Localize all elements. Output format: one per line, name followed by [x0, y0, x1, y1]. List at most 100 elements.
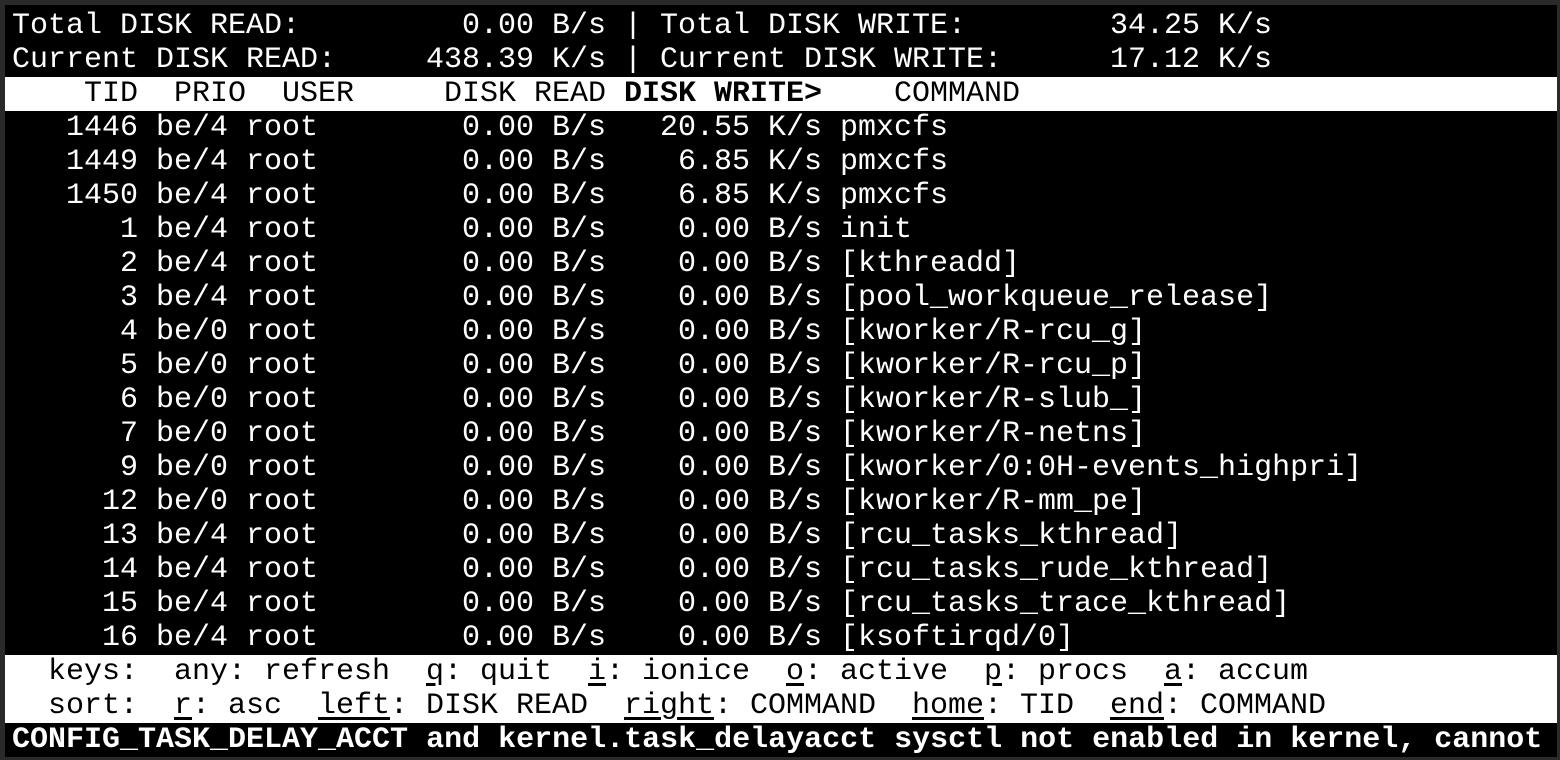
cell-tid: 13	[102, 519, 139, 553]
col-user[interactable]: USER	[282, 77, 355, 111]
column-header: TID PRIO USER DISK READ DISK WRITE> COMM…	[5, 77, 1557, 111]
cell-prio: be/0	[156, 485, 229, 519]
table-row[interactable]: 5 be/0 root 0.00 B/s 0.00 B/s [kworker/R-rcu_…	[5, 349, 1557, 383]
cell-disk-write: 0.00 B/s	[678, 451, 823, 485]
colon: :	[390, 689, 409, 723]
cell-user: root	[246, 519, 319, 553]
cell-command: [kworker/R-mm_pe]	[840, 485, 1147, 519]
table-row[interactable]: 6 be/0 root 0.00 B/s 0.00 B/s [kworker/R-slub…	[5, 383, 1557, 417]
status-line: CONFIG_TASK_DELAY_ACCT and kernel.task_d…	[5, 723, 1557, 757]
key-o[interactable]: o	[786, 655, 805, 689]
summary-total: Total DISK READ: 0.00 B/s | Total DISK W…	[5, 9, 1557, 43]
help-label: sort:	[48, 689, 139, 723]
cell-disk-read: 0.00 B/s	[462, 315, 607, 349]
cell-disk-write: 0.00 B/s	[678, 315, 823, 349]
cell-disk-write: 6.85 K/s	[678, 179, 823, 213]
table-row[interactable]: 2 be/4 root 0.00 B/s 0.00 B/s [kthreadd]	[5, 247, 1557, 281]
cell-disk-write: 0.00 B/s	[678, 247, 823, 281]
table-row[interactable]: 13 be/4 root 0.00 B/s 0.00 B/s [rcu_tasks_kth…	[5, 519, 1557, 553]
cell-prio: be/4	[156, 247, 229, 281]
cell-command: [rcu_tasks_kthread]	[840, 519, 1183, 553]
current-write-value: 17.12 K/s	[1110, 43, 1273, 77]
table-row[interactable]: 1 be/4 root 0.00 B/s 0.00 B/s init	[5, 213, 1557, 247]
cell-command: [kworker/R-rcu_p]	[840, 349, 1147, 383]
cell-disk-write: 0.00 B/s	[678, 417, 823, 451]
separator: |	[624, 9, 643, 43]
total-read-label: Total DISK READ:	[12, 9, 301, 43]
key-p[interactable]: p	[984, 655, 1003, 689]
cell-tid: 3	[120, 281, 139, 315]
cell-user: root	[246, 383, 319, 417]
cell-disk-read: 0.00 B/s	[462, 621, 607, 655]
col-disk-read[interactable]: DISK READ	[444, 77, 607, 111]
table-row[interactable]: 16 be/4 root 0.00 B/s 0.00 B/s [ksoftirqd/0]	[5, 621, 1557, 655]
cell-prio: be/4	[156, 213, 229, 247]
table-row[interactable]: 12 be/0 root 0.00 B/s 0.00 B/s [kworker/R-mm_…	[5, 485, 1557, 519]
cell-tid: 12	[102, 485, 139, 519]
cell-prio: be/0	[156, 417, 229, 451]
table-row[interactable]: 15 be/4 root 0.00 B/s 0.00 B/s [rcu_tasks_tra…	[5, 587, 1557, 621]
cell-tid: 1446	[66, 111, 139, 145]
cell-disk-read: 0.00 B/s	[462, 145, 607, 179]
key-desc: quit	[480, 655, 553, 689]
cell-user: root	[246, 315, 319, 349]
colon: :	[444, 655, 463, 689]
cell-disk-read: 0.00 B/s	[462, 383, 607, 417]
cell-disk-write: 0.00 B/s	[678, 621, 823, 655]
cell-command: [kworker/0:0H-events_highpri]	[840, 451, 1363, 485]
table-row[interactable]: 1446 be/4 root 0.00 B/s 20.55 K/s pmxcfs	[5, 111, 1557, 145]
cell-disk-read: 0.00 B/s	[462, 587, 607, 621]
cell-user: root	[246, 213, 319, 247]
key-a[interactable]: a	[1164, 655, 1183, 689]
cell-disk-read: 0.00 B/s	[462, 417, 607, 451]
cell-disk-write: 0.00 B/s	[678, 213, 823, 247]
colon: :	[714, 689, 733, 723]
key-i[interactable]: i	[588, 655, 607, 689]
col-command[interactable]: COMMAND	[894, 77, 1021, 111]
summary-current: Current DISK READ: 438.39 K/s | Current …	[5, 43, 1557, 77]
cell-command: [kworker/R-netns]	[840, 417, 1147, 451]
col-tid[interactable]: TID	[84, 77, 139, 111]
cell-prio: be/0	[156, 315, 229, 349]
key-right[interactable]: right	[624, 689, 715, 723]
cell-prio: be/4	[156, 111, 229, 145]
table-row[interactable]: 9 be/0 root 0.00 B/s 0.00 B/s [kworker/0:0H-e…	[5, 451, 1557, 485]
status-message: CONFIG_TASK_DELAY_ACCT and kernel.task_d…	[12, 723, 1543, 757]
cell-tid: 7	[120, 417, 139, 451]
cell-user: root	[246, 247, 319, 281]
table-row[interactable]: 3 be/4 root 0.00 B/s 0.00 B/s [pool_workqueue…	[5, 281, 1557, 315]
cell-command: [kworker/R-slub_]	[840, 383, 1147, 417]
cell-user: root	[246, 553, 319, 587]
cell-disk-read: 0.00 B/s	[462, 213, 607, 247]
col-disk-write-sorted[interactable]: DISK WRITE>	[624, 77, 823, 111]
cell-prio: be/4	[156, 621, 229, 655]
col-prio[interactable]: PRIO	[174, 77, 247, 111]
key-desc: procs	[1038, 655, 1129, 689]
table-row[interactable]: 14 be/4 root 0.00 B/s 0.00 B/s [rcu_tasks_rud…	[5, 553, 1557, 587]
key-end[interactable]: end	[1110, 689, 1165, 723]
table-row[interactable]: 1450 be/4 root 0.00 B/s 6.85 K/s pmxcfs	[5, 179, 1557, 213]
key-home[interactable]: home	[912, 689, 985, 723]
cell-disk-read: 0.00 B/s	[462, 349, 607, 383]
table-row[interactable]: 4 be/0 root 0.00 B/s 0.00 B/s [kworker/R-rcu_…	[5, 315, 1557, 349]
help-label: keys:	[48, 655, 139, 689]
cell-disk-read: 0.00 B/s	[462, 281, 607, 315]
cell-user: root	[246, 145, 319, 179]
help-sort: sort: r: asc left: DISK READ right: COMMAND hom…	[5, 689, 1557, 723]
table-row[interactable]: 1449 be/4 root 0.00 B/s 6.85 K/s pmxcfs	[5, 145, 1557, 179]
iotop-terminal[interactable]: Total DISK READ: 0.00 B/s | Total DISK W…	[5, 5, 1557, 757]
total-read-value: 0.00 B/s	[462, 9, 607, 43]
cell-disk-write: 0.00 B/s	[678, 383, 823, 417]
key-any[interactable]: any	[174, 655, 229, 689]
key-left[interactable]: left	[318, 689, 391, 723]
cell-disk-write: 0.00 B/s	[678, 485, 823, 519]
colon: :	[606, 655, 625, 689]
cell-user: root	[246, 587, 319, 621]
cell-prio: be/0	[156, 349, 229, 383]
cell-user: root	[246, 621, 319, 655]
table-row[interactable]: 7 be/0 root 0.00 B/s 0.00 B/s [kworker/R-netn…	[5, 417, 1557, 451]
cell-disk-write: 0.00 B/s	[678, 553, 823, 587]
key-q[interactable]: q	[426, 655, 445, 689]
key-r[interactable]: r	[174, 689, 193, 723]
cell-disk-read: 0.00 B/s	[462, 247, 607, 281]
